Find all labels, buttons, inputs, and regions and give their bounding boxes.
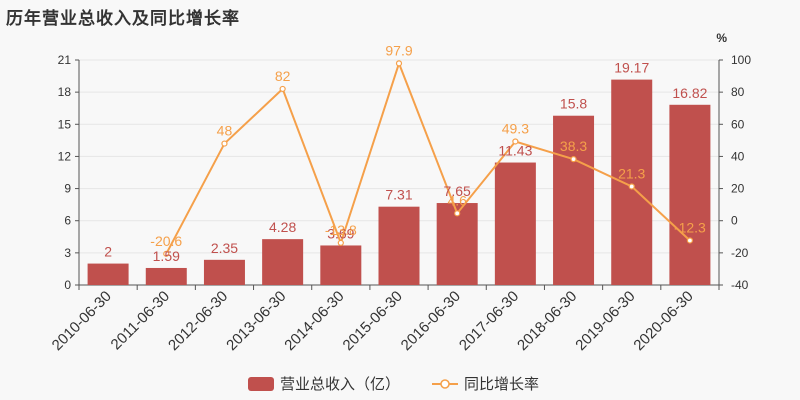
legend-line-marker bbox=[440, 379, 450, 389]
y-right-tick-label: -20 bbox=[731, 246, 749, 260]
bar-value-label: 11.43 bbox=[498, 143, 532, 159]
y-right-tick-label: 0 bbox=[731, 214, 738, 228]
y-right-tick-label: 40 bbox=[731, 149, 745, 163]
bar-value-label: 4.28 bbox=[269, 219, 296, 235]
chart-title: 历年营业总收入及同比增长率 bbox=[6, 9, 240, 28]
line-point[interactable] bbox=[163, 250, 170, 257]
bar[interactable] bbox=[611, 79, 653, 285]
x-tick-label: 2012-06-30 bbox=[165, 288, 231, 354]
line-point[interactable] bbox=[395, 60, 403, 67]
x-tick-label: 2017-06-30 bbox=[456, 288, 522, 354]
line-value-label: 38.3 bbox=[560, 138, 587, 154]
line-point[interactable] bbox=[570, 156, 577, 163]
x-tick-label: 2019-06-30 bbox=[572, 288, 638, 354]
bar[interactable] bbox=[87, 263, 129, 285]
bar[interactable] bbox=[145, 267, 187, 285]
legend[interactable]: 营业总收入（亿） 同比增长率 bbox=[248, 376, 539, 393]
line-value-label: -20.6 bbox=[150, 233, 182, 249]
bar-value-label: 2.35 bbox=[211, 240, 238, 256]
x-tick-label: 2014-06-30 bbox=[281, 288, 347, 354]
bar-value-label: 7.31 bbox=[385, 187, 412, 203]
bar-value-label: 7.65 bbox=[444, 183, 471, 199]
line-point[interactable] bbox=[686, 237, 694, 244]
legend-bar-label[interactable]: 营业总收入（亿） bbox=[280, 376, 400, 393]
y-right-tick-label: 100 bbox=[731, 53, 751, 67]
bar[interactable] bbox=[378, 206, 420, 285]
bar-value-label: 1.59 bbox=[153, 248, 180, 264]
y-left-tick-label: 12 bbox=[58, 149, 72, 163]
x-tick-label: 2016-06-30 bbox=[398, 288, 464, 354]
x-tick-label: 2020-06-30 bbox=[630, 288, 696, 354]
legend-bar-swatch bbox=[248, 377, 274, 391]
y-left-tick-label: 21 bbox=[58, 53, 72, 67]
y-left-tick-label: 18 bbox=[58, 85, 72, 99]
y-left-tick-label: 15 bbox=[58, 117, 72, 131]
line-point[interactable] bbox=[221, 140, 228, 147]
x-tick-label: 2010-06-30 bbox=[49, 288, 115, 354]
bar[interactable] bbox=[669, 104, 711, 286]
y-left-tick-label: 3 bbox=[64, 246, 71, 260]
line-point[interactable] bbox=[628, 183, 635, 190]
bar-value-label: 3.69 bbox=[327, 225, 354, 241]
y-left-tick-label: 9 bbox=[64, 182, 71, 196]
line-value-label: 4.6 bbox=[447, 192, 467, 208]
bar[interactable] bbox=[262, 239, 304, 285]
bar[interactable] bbox=[436, 203, 478, 285]
legend-line-label[interactable]: 同比增长率 bbox=[464, 376, 539, 393]
bar-value-label: 2 bbox=[104, 244, 112, 260]
x-tick-label: 2015-06-30 bbox=[340, 288, 406, 354]
line-value-label: -12.3 bbox=[674, 219, 706, 235]
line-point[interactable] bbox=[337, 239, 344, 246]
line-value-label: 48 bbox=[217, 123, 233, 139]
y-right-tick-label: -40 bbox=[731, 278, 749, 292]
bar[interactable] bbox=[320, 245, 362, 285]
bar-value-label: 15.8 bbox=[560, 96, 587, 112]
bar-value-label: 16.82 bbox=[672, 85, 707, 101]
y-right-tick-label: 80 bbox=[731, 85, 745, 99]
y-right-unit: % bbox=[716, 31, 727, 45]
y-left-tick-label: 6 bbox=[64, 214, 71, 228]
y-left-tick-label: 0 bbox=[64, 278, 71, 292]
y-right-tick-label: 60 bbox=[731, 117, 745, 131]
labels-layer: 2 1.59 2.35 4.28 3.69 7.31 7.65 11.43 15.8 19.17 1… bbox=[104, 42, 707, 264]
bars-layer bbox=[87, 79, 711, 286]
line-layer bbox=[163, 60, 694, 257]
x-tick-label: 2013-06-30 bbox=[223, 288, 289, 354]
line-value-label: 21.3 bbox=[618, 165, 645, 181]
line-value-label: 49.3 bbox=[502, 120, 529, 136]
bar[interactable] bbox=[203, 259, 245, 285]
line-point[interactable] bbox=[454, 210, 461, 217]
line-value-label: 97.9 bbox=[385, 42, 412, 58]
x-tick-label: 2018-06-30 bbox=[514, 288, 580, 354]
line-value-label: 82 bbox=[275, 68, 291, 84]
bar[interactable] bbox=[553, 115, 595, 285]
x-tick-label: 2011-06-30 bbox=[108, 288, 173, 353]
bar[interactable] bbox=[494, 162, 536, 285]
bar-value-label: 19.17 bbox=[614, 60, 649, 76]
line-point[interactable] bbox=[279, 85, 286, 93]
growth-line bbox=[165, 60, 691, 255]
line-point[interactable] bbox=[512, 138, 519, 145]
y-right-tick-label: 20 bbox=[731, 182, 745, 196]
line-value-label: -13.8 bbox=[325, 222, 357, 238]
